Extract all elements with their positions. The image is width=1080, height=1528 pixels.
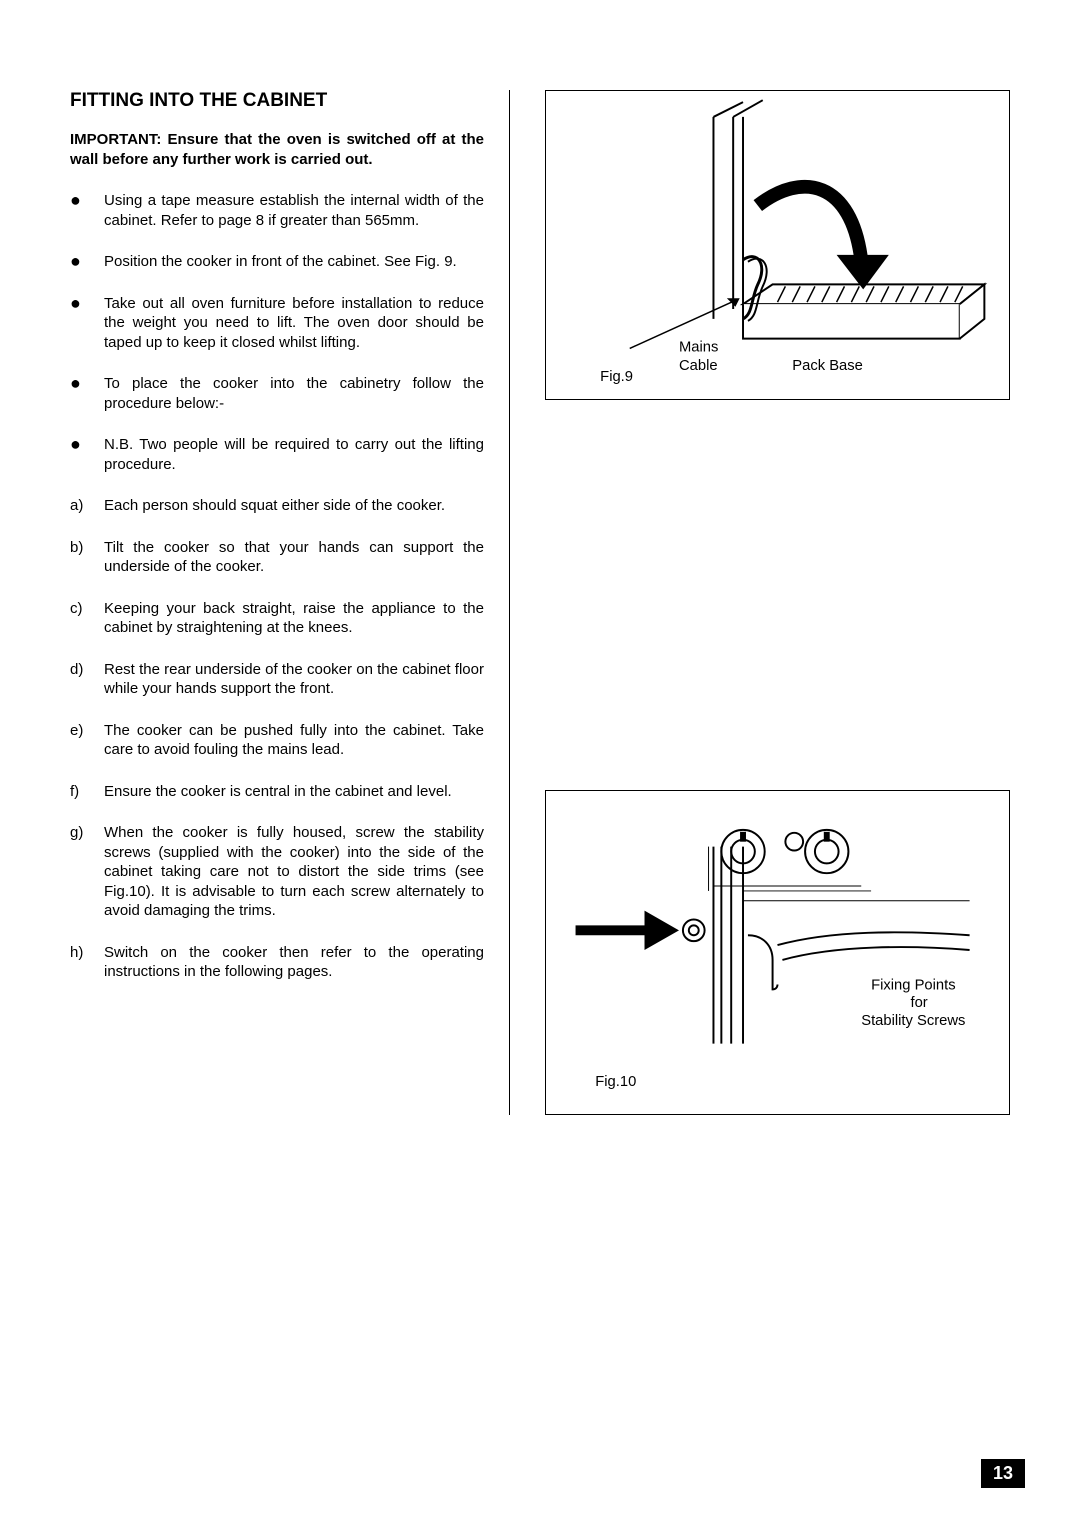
fig10-diagram: Fixing Points for Stability Screws Fig.1… (546, 791, 1009, 1114)
bullet-item: ● Take out all oven furniture before ins… (70, 294, 484, 353)
alpha-text: The cooker can be pushed fully into the … (104, 721, 484, 760)
important-note: IMPORTANT: Ensure that the oven is switc… (70, 130, 484, 169)
bullet-marker: ● (70, 252, 104, 272)
alpha-marker: b) (70, 538, 104, 577)
fig10-caption: Fig.10 (595, 1074, 636, 1090)
bullet-text: N.B. Two people will be required to carr… (104, 435, 484, 474)
fig10-label-2: for (910, 995, 927, 1011)
bullet-text: Using a tape measure establish the inter… (104, 191, 484, 230)
bullet-text: Position the cooker in front of the cabi… (104, 252, 484, 272)
bullet-text: To place the cooker into the cabinetry f… (104, 374, 484, 413)
alpha-text: When the cooker is fully housed, screw t… (104, 823, 484, 921)
alpha-item: g) When the cooker is fully housed, scre… (70, 823, 484, 921)
alpha-text: Tilt the cooker so that your hands can s… (104, 538, 484, 577)
section-heading: FITTING INTO THE CABINET (70, 90, 484, 112)
fig10-label-1: Fixing Points (871, 977, 956, 993)
fig9-packbase-label: Pack Base (792, 358, 863, 374)
alpha-marker: c) (70, 599, 104, 638)
alpha-marker: f) (70, 782, 104, 802)
alpha-marker: d) (70, 660, 104, 699)
alpha-text: Ensure the cooker is central in the cabi… (104, 782, 484, 802)
fig9-diagram: Fig.9 Mains Cable Pack Base (546, 91, 1009, 399)
alpha-text: Rest the rear underside of the cooker on… (104, 660, 484, 699)
bullet-marker: ● (70, 191, 104, 230)
alpha-item: a) Each person should squat either side … (70, 496, 484, 516)
bullet-item: ● N.B. Two people will be required to ca… (70, 435, 484, 474)
alpha-item: h) Switch on the cooker then refer to th… (70, 943, 484, 982)
alpha-item: d) Rest the rear underside of the cooker… (70, 660, 484, 699)
left-column: FITTING INTO THE CABINET IMPORTANT: Ensu… (70, 90, 510, 1115)
alpha-item: b) Tilt the cooker so that your hands ca… (70, 538, 484, 577)
alpha-marker: a) (70, 496, 104, 516)
bullet-item: ● Position the cooker in front of the ca… (70, 252, 484, 272)
fig9-caption: Fig.9 (600, 369, 633, 385)
fig9-mains-label-2: Cable (679, 358, 718, 374)
alpha-item: e) The cooker can be pushed fully into t… (70, 721, 484, 760)
alpha-marker: h) (70, 943, 104, 982)
fig10-label-3: Stability Screws (861, 1013, 965, 1029)
bullet-marker: ● (70, 294, 104, 353)
bullet-text: Take out all oven furniture before insta… (104, 294, 484, 353)
figure-10: Fixing Points for Stability Screws Fig.1… (545, 790, 1010, 1115)
alpha-marker: g) (70, 823, 104, 921)
alpha-text: Keeping your back straight, raise the ap… (104, 599, 484, 638)
alpha-marker: e) (70, 721, 104, 760)
bullet-item: ● To place the cooker into the cabinetry… (70, 374, 484, 413)
bullet-marker: ● (70, 435, 104, 474)
bullet-item: ● Using a tape measure establish the int… (70, 191, 484, 230)
figure-9: Fig.9 Mains Cable Pack Base (545, 90, 1010, 400)
alpha-text: Each person should squat either side of … (104, 496, 484, 516)
page-number: 13 (981, 1459, 1025, 1488)
fig9-mains-label-1: Mains (679, 339, 718, 355)
alpha-text: Switch on the cooker then refer to the o… (104, 943, 484, 982)
bullet-marker: ● (70, 374, 104, 413)
alpha-item: c) Keeping your back straight, raise the… (70, 599, 484, 638)
alpha-item: f) Ensure the cooker is central in the c… (70, 782, 484, 802)
right-column: Fig.9 Mains Cable Pack Base (540, 90, 1010, 1115)
